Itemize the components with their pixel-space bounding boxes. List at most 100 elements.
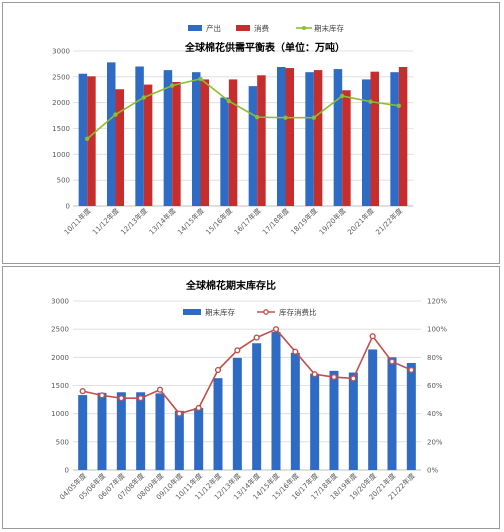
legend-swatch-marker [302,26,306,30]
legend-label: 产出 [206,23,221,33]
bar-ending-stock [97,392,107,470]
legend-swatch [236,25,250,31]
bar-ending-stock [194,408,204,470]
stock-ratio-point [98,392,106,399]
ending-stock-line [86,78,399,140]
stock-ratio-point [156,386,164,393]
legend-swatch [183,309,201,315]
ending-stock-point [254,114,260,120]
stock-ratio-line [82,328,412,415]
y-tick-label: 2500 [52,73,70,81]
x-tick-label: 21/22年度 [374,206,405,237]
y2-tick-label: 100% [427,326,447,334]
ending-stock-point [339,93,345,99]
x-tick-label: 18/19年度 [289,206,320,237]
x-tick-label: 10/11年度 [62,206,93,237]
bar-consumption [398,67,408,207]
stock-ratio-point [79,388,86,395]
bar-output [163,70,173,206]
y-tick-label: 500 [57,177,70,185]
bar-output [107,62,116,206]
bar-consumption [115,89,124,206]
x-tick-label: 15/16年度 [204,206,235,237]
stock-ratio-point [311,371,318,378]
y-tick-label: 1000 [51,410,69,418]
y-tick-label: 3000 [51,298,69,306]
legend-label: 期末库存 [205,307,235,317]
bar-consumption [200,79,209,206]
y-tick-label: 2000 [51,354,69,362]
bar-consumption [285,68,294,206]
bar-ending-stock [406,362,416,470]
x-tick-label: 11/12年度 [90,206,121,237]
bar-ending-stock [368,349,378,470]
x-tick-label: 12/13年度 [119,206,150,237]
bar-output [248,86,258,206]
bar-ending-stock [78,395,88,470]
y-tick-label: 2500 [51,326,69,334]
bar-ending-stock [232,357,242,470]
chart-title: 全球棉花供需平衡表（单位：万吨） [184,41,345,54]
stock-ratio-point [330,373,338,381]
bar-output [305,72,314,206]
bar-ending-stock [174,410,184,470]
x-tick-label: 13/14年度 [147,206,178,237]
bar-output [78,73,88,206]
bar-output [362,79,371,206]
y-tick-label: 1500 [52,125,70,133]
bar-consumption [313,70,323,206]
bar-output [333,69,343,206]
bar-output [390,72,399,206]
chart-title: 全球棉花期末库存比 [185,279,276,292]
bar-ending-stock [329,370,339,470]
ending-stock-point [396,103,402,108]
stock-ratio-point [234,347,241,354]
chart-panel-supply-demand: 0 500 1000 1500 2000 2500 3000 10/11年度 11/12年度 12… [2,2,500,264]
supply-demand-chart: 0 500 1000 1500 2000 2500 3000 10/11年度11/12年度12… [52,23,413,237]
legend-swatch-marker [263,309,269,315]
y-tick-label: 500 [56,438,69,446]
y-tick-label: 1500 [51,382,69,390]
bar-ending-stock [116,392,126,470]
y2-tick-label: 0% [427,467,438,475]
bar-consumption [370,71,379,207]
ending-stock-point [169,83,175,88]
bar-consumption [143,84,153,206]
x-tick-label: 16/17年度 [232,206,263,237]
bar-ending-stock [252,343,262,470]
bar-consumption [257,75,266,207]
bar-output [220,97,229,206]
y-tick-label: 0 [65,467,69,475]
stock-ratio-point [408,366,415,374]
legend-label: 库存消费比 [279,307,317,317]
ending-stock-point [368,99,373,104]
x-tick-label: 20/21年度 [345,206,376,237]
y-tick-label: 1000 [52,151,70,159]
stock-ratio-point [292,348,299,355]
x-tick-label: 14/15年度 [175,206,206,237]
stock-ratio-point [253,334,260,341]
bar-ending-stock [310,373,320,470]
stock-ratio-chart: 0 500 1000 1500 2000 2500 3000 0% 20% 40% 60% 80% 10… [51,279,447,502]
bar-ending-stock [271,331,281,470]
bar-consumption [342,90,351,206]
y2-tick-label: 40% [427,410,443,418]
bar-consumption [87,76,96,206]
bar-ending-stock [387,357,397,470]
bar-ending-stock [348,372,358,470]
bar-ending-stock [290,352,300,470]
stock-ratio-point [214,366,222,374]
legend-label: 期末库存 [314,23,344,33]
y-tick-label: 2000 [52,99,70,107]
stock-ratio-point [350,375,357,382]
bar-ending-stock [213,378,223,470]
stock-ratio-point [137,395,144,402]
chart-panel-stock-ratio: 0 500 1000 1500 2000 2500 3000 0% 20% 40% 60% 80% 10… [2,266,500,529]
ending-stock-point [113,112,118,117]
legend-label: 消费 [254,23,269,33]
bar-output [192,72,201,206]
stock-ratio-point [272,326,280,333]
ending-stock-point [141,95,147,100]
y2-tick-label: 80% [427,354,443,362]
stock-ratio-point [388,358,396,365]
